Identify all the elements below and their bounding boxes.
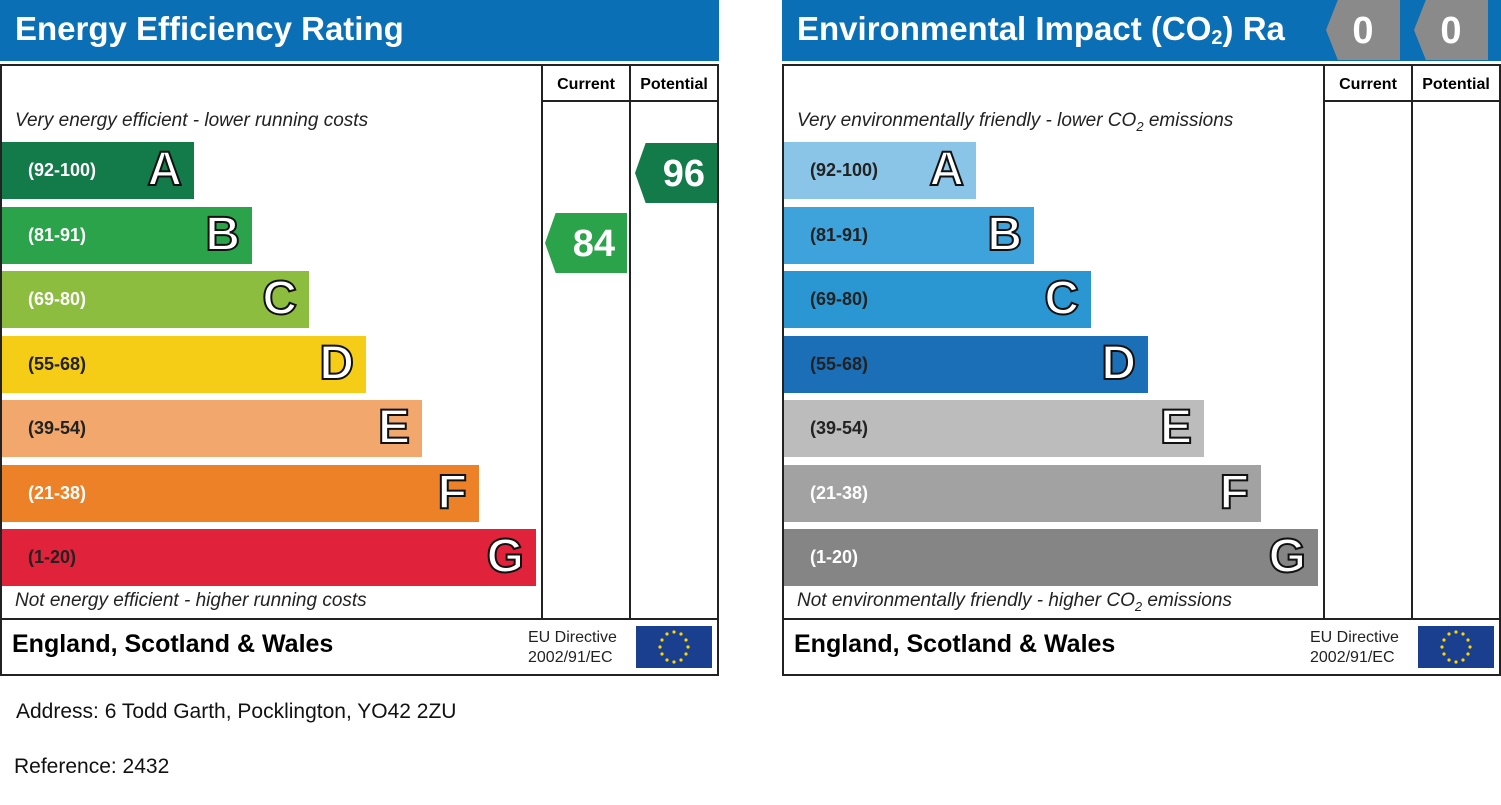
energy-band-range: (1-20) [28,547,77,567]
energy-band-letter: A [146,142,183,197]
reference-line: Reference: 2432 [14,755,170,778]
env-band-letter: D [1100,336,1137,391]
energy-chart-frame: Current Potential Very energy efficient … [0,64,719,676]
energy-band-f: (21-38) F [2,464,479,522]
env-band-letter: B [986,207,1023,262]
env-eu-line2: 2002/91/EC [1310,649,1395,666]
env-title-main: Environmental Impact (CO [797,10,1212,47]
energy-title-bar: Energy Efficiency Rating [0,0,719,61]
env-band-range: (1-20) [810,547,859,567]
env-country: England, Scotland & Wales [794,630,1116,658]
env-potential-divider [1411,66,1413,618]
energy-bottom-caption: Not energy efficient - higher running co… [15,590,367,611]
env-band-range: (81-91) [810,224,869,245]
env-bottom-caption-end: emissions [1142,590,1232,611]
env-top-caption-sub: 2 [1136,118,1144,134]
energy-header-divider [541,100,717,102]
energy-current-rating: 84 [545,213,627,273]
energy-band-b: (81-91) B [2,206,252,264]
env-band-a: (92-100) A [784,142,976,199]
env-band-range: (39-54) [810,418,869,438]
env-current-divider [1323,66,1325,618]
env-band-letter: F [1219,465,1250,520]
env-title-sub: 2 [1211,27,1223,49]
env-bottom-caption: Not environmentally friendly - higher CO… [797,590,1232,614]
env-band-range: (55-68) [810,353,869,374]
energy-eu-line2: 2002/91/EC [528,649,613,666]
energy-band-a: (92-100) A [2,142,194,199]
energy-band-range: (69-80) [28,289,87,309]
energy-band-range: (39-54) [28,418,87,438]
env-band-letter: G [1268,529,1307,584]
env-top-caption-end: emissions [1143,110,1234,131]
env-band-letter: E [1159,400,1193,455]
energy-title: Energy Efficiency Rating [15,10,404,47]
env-current-tab: 0 [1326,0,1400,60]
eu-flag-icon [1418,626,1494,668]
energy-efficiency-panel: Energy Efficiency Rating Current Potenti… [0,0,719,676]
energy-band-g: (1-20) G [2,529,536,586]
env-col-current: Current [1339,76,1397,93]
energy-band-c: (69-80) C [2,271,309,328]
energy-current-divider [541,66,543,618]
env-band-g: (1-20) G [784,529,1318,586]
env-eu-directive: EU Directive 2002/91/EC [1310,628,1399,668]
env-band-range: (69-80) [810,289,869,309]
env-bottom-caption-main: Not environmentally friendly - higher CO [797,590,1135,611]
energy-eu-directive: EU Directive 2002/91/EC [528,628,617,668]
env-title-end: ) Ra [1222,10,1285,47]
env-band-b: (81-91) B [784,206,1034,264]
env-band-f: (21-38) F [784,464,1261,522]
energy-potential-rating: 96 [635,143,717,203]
energy-band-range: (92-100) [28,160,97,180]
energy-eu-line1: EU Directive [528,629,617,646]
env-header-divider [1323,100,1499,102]
energy-col-current: Current [557,76,615,93]
energy-band-letter: D [318,336,355,391]
energy-top-caption: Very energy efficient - lower running co… [15,110,369,131]
env-eu-line1: EU Directive [1310,629,1399,646]
energy-col-potential: Potential [640,76,708,93]
env-col-potential: Potential [1422,76,1490,93]
env-title: Environmental Impact (CO2) Ra [797,10,1285,50]
energy-band-range: (81-91) [28,224,87,245]
env-band-range: (21-38) [810,482,869,503]
environmental-impact-panel: Environmental Impact (CO2) Ra 0 0 Curren… [782,0,1501,676]
env-bottom-caption-sub: 2 [1134,598,1143,614]
env-top-caption: Very environmentally friendly - lower CO… [797,110,1233,134]
energy-potential-divider [629,66,631,618]
energy-footer-divider [2,618,717,620]
eu-flag-icon [636,626,712,668]
energy-band-d: (55-68) D [2,335,366,393]
energy-band-e: (39-54) E [2,400,422,457]
env-band-letter: C [1043,271,1080,326]
env-band-e: (39-54) E [784,400,1204,457]
energy-band-letter: C [261,271,298,326]
env-potential-tab: 0 [1414,0,1488,60]
energy-country: England, Scotland & Wales [12,630,334,658]
env-band-c: (69-80) C [784,271,1091,328]
energy-band-letter: E [377,400,411,455]
address-line: Address: 6 Todd Garth, Pocklington, YO42… [16,700,457,723]
env-footer-divider [784,618,1499,620]
energy-band-range: (21-38) [28,482,87,503]
env-top-caption-main: Very environmentally friendly - lower CO [797,110,1137,131]
env-band-letter: A [928,142,965,197]
energy-band-letter: F [437,465,468,520]
energy-band-letter: G [486,529,525,584]
energy-band-letter: B [204,207,241,262]
env-title-bar: Environmental Impact (CO2) Ra 0 0 [782,0,1501,61]
env-band-d: (55-68) D [784,335,1148,393]
env-band-range: (92-100) [810,160,879,180]
energy-band-range: (55-68) [28,353,87,374]
env-chart-frame: Current Potential Very environmentally f… [782,64,1501,676]
